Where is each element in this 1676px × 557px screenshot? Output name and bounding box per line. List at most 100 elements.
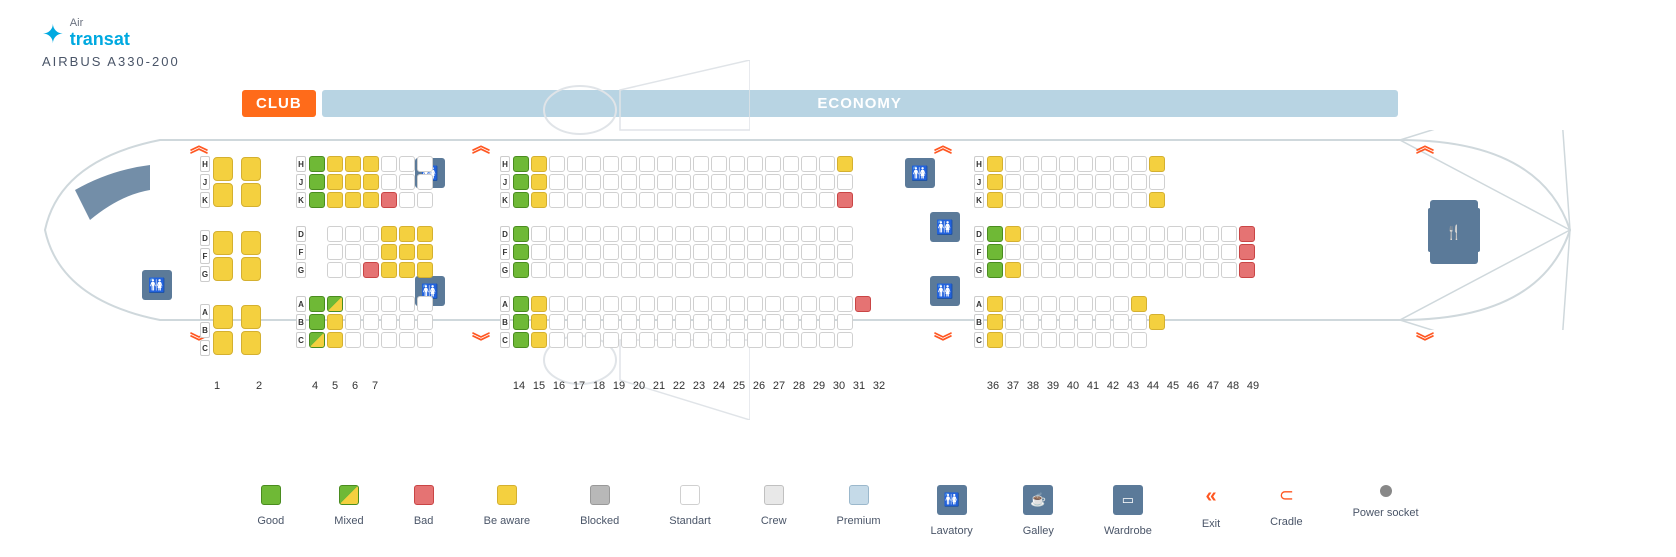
seat <box>675 156 691 172</box>
seat <box>1005 296 1021 312</box>
seat <box>1149 262 1165 278</box>
row-number: 41 <box>1084 380 1102 392</box>
club-seat <box>241 257 261 281</box>
seat <box>801 174 817 190</box>
row-number: 30 <box>830 380 848 392</box>
seat <box>309 156 325 172</box>
seat <box>675 244 691 260</box>
seat <box>639 262 655 278</box>
seat <box>567 296 583 312</box>
seat <box>417 174 433 190</box>
seat-letter: K <box>296 192 306 208</box>
seat <box>639 174 655 190</box>
row-number: 40 <box>1064 380 1082 392</box>
seat <box>801 262 817 278</box>
seat <box>531 314 547 330</box>
seat <box>783 244 799 260</box>
legend-label: Power socket <box>1353 507 1419 519</box>
legend-label: Cradle <box>1270 516 1302 528</box>
seat <box>327 244 343 260</box>
seat <box>1041 226 1057 242</box>
seat <box>1041 174 1057 190</box>
seat <box>747 156 763 172</box>
seat <box>693 296 709 312</box>
seat-letter: K <box>974 192 984 208</box>
seat <box>567 314 583 330</box>
seat <box>1185 262 1201 278</box>
legend-icon <box>414 485 434 505</box>
seat <box>513 262 529 278</box>
seat <box>531 262 547 278</box>
seat <box>417 332 433 348</box>
seat <box>381 174 397 190</box>
seat <box>327 296 343 312</box>
seat <box>513 156 529 172</box>
row-number: 25 <box>730 380 748 392</box>
legend-item: Mixed <box>334 485 363 527</box>
seat <box>675 226 691 242</box>
seat <box>819 226 835 242</box>
club-seat <box>213 305 233 329</box>
seat <box>513 192 529 208</box>
seat <box>711 192 727 208</box>
row-number: 1 <box>208 380 226 392</box>
seat <box>1185 226 1201 242</box>
aircraft-model: AIRBUS A330-200 <box>42 54 180 69</box>
row-number: 17 <box>570 380 588 392</box>
seat <box>675 314 691 330</box>
seat <box>1131 332 1147 348</box>
seat <box>1113 314 1129 330</box>
row-number: 45 <box>1164 380 1182 392</box>
seat <box>327 226 343 242</box>
seat <box>513 244 529 260</box>
seat-letter: A <box>974 296 984 312</box>
seat <box>1041 244 1057 260</box>
legend-icon: ▭ <box>1113 485 1143 515</box>
seat <box>585 174 601 190</box>
seat <box>327 332 343 348</box>
legend-label: Bad <box>414 515 434 527</box>
seat <box>363 244 379 260</box>
seat <box>345 156 361 172</box>
seat <box>729 192 745 208</box>
seat-letter: B <box>974 314 984 330</box>
seat <box>1023 226 1039 242</box>
seat <box>621 192 637 208</box>
seat <box>603 156 619 172</box>
seat <box>1131 192 1147 208</box>
seat <box>1041 156 1057 172</box>
seat <box>1077 314 1093 330</box>
seat-letter: K <box>500 192 510 208</box>
seat <box>801 296 817 312</box>
seat <box>657 332 673 348</box>
seat <box>417 314 433 330</box>
legend-item: Crew <box>761 485 787 527</box>
seat <box>711 262 727 278</box>
seat-letter: D <box>296 226 306 242</box>
seat <box>1041 192 1057 208</box>
seat <box>363 262 379 278</box>
seat <box>837 192 853 208</box>
seat <box>987 174 1003 190</box>
seat-letter: J <box>974 174 984 190</box>
seat <box>1131 226 1147 242</box>
seat <box>987 192 1003 208</box>
club-seat <box>241 157 261 181</box>
seat <box>729 314 745 330</box>
seat <box>585 226 601 242</box>
seat <box>345 226 361 242</box>
seat <box>399 192 415 208</box>
legend-item: Blocked <box>580 485 619 527</box>
row-number: 22 <box>670 380 688 392</box>
seat <box>567 156 583 172</box>
seat <box>1023 314 1039 330</box>
seat-letter: D <box>974 226 984 242</box>
legend-icon <box>261 485 281 505</box>
seat <box>693 174 709 190</box>
seat <box>1005 174 1021 190</box>
seat <box>747 262 763 278</box>
seat <box>1023 156 1039 172</box>
seat <box>765 296 781 312</box>
seat <box>801 332 817 348</box>
seat <box>567 244 583 260</box>
